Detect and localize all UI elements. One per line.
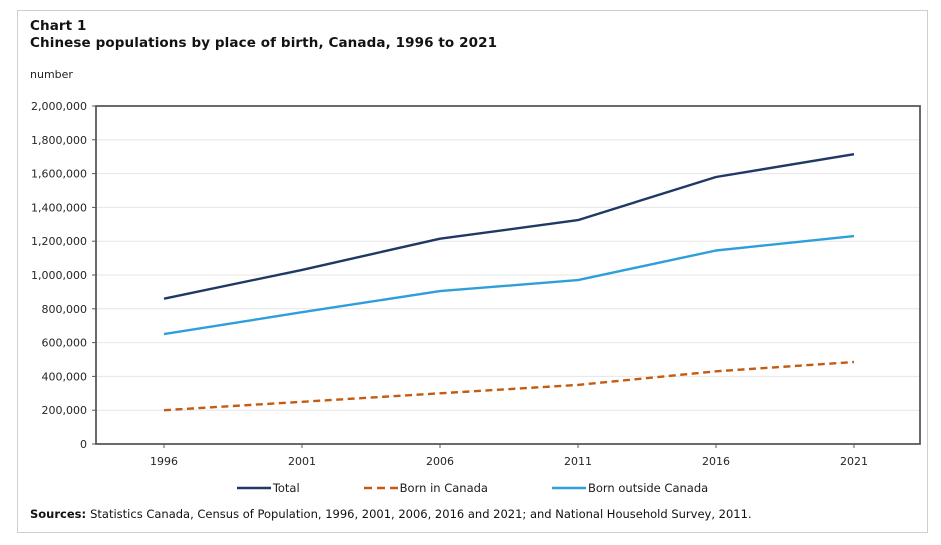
y-tick-label: 800,000	[42, 303, 88, 316]
chart-figure: Chart 1 Chinese populations by place of …	[17, 10, 928, 533]
legend-label: Born outside Canada	[587, 481, 709, 495]
sources-text: Statistics Canada, Census of Population,…	[90, 507, 752, 521]
y-tick-label: 1,200,000	[31, 235, 87, 248]
legend-swatch-born-outside-canada	[551, 486, 586, 490]
y-axis-unit-label: number	[30, 68, 73, 81]
x-tick-label: 2001	[288, 455, 316, 468]
y-tick-label: 600,000	[42, 337, 88, 350]
x-tick-label: 2021	[840, 455, 868, 468]
y-tick-label: 400,000	[42, 370, 88, 383]
legend: Total Born in Canada Born outside Canada	[18, 477, 927, 499]
legend-swatch-born-in-canada	[363, 486, 398, 490]
sources-label: Sources:	[30, 507, 87, 521]
x-tick-label: 2016	[702, 455, 730, 468]
legend-item-born-outside-canada: Born outside Canada	[551, 481, 709, 495]
plot-area-border	[95, 105, 921, 445]
legend-swatch-total	[236, 486, 271, 490]
y-tick-label: 1,600,000	[31, 168, 87, 181]
y-tick-label: 200,000	[42, 404, 88, 417]
chart-title: Chinese populations by place of birth, C…	[30, 35, 498, 51]
y-tick-label: 1,000,000	[31, 269, 87, 282]
x-tick-label: 2011	[564, 455, 592, 468]
y-tick-label: 1,400,000	[31, 201, 87, 214]
y-tick-label: 2,000,000	[31, 100, 87, 113]
series-line-total	[163, 153, 855, 300]
legend-label: Born in Canada	[399, 481, 488, 495]
legend-item-born-in-canada: Born in Canada	[363, 481, 488, 495]
title-block: Chart 1 Chinese populations by place of …	[30, 18, 497, 52]
sources-note: Sources: Statistics Canada, Census of Pop…	[30, 507, 752, 521]
x-tick-label: 2006	[426, 455, 454, 468]
series-line-born-outside-canada	[163, 234, 855, 336]
legend-label: Total	[272, 481, 300, 495]
y-tick-label: 1,800,000	[31, 134, 87, 147]
chart-number-label: Chart 1	[30, 18, 87, 34]
y-tick-label: 0	[80, 438, 87, 451]
series-line-born-in-canada	[163, 360, 855, 412]
legend-item-total: Total	[236, 481, 300, 495]
line-chart: 0 200,000 400,000 600,000 800,000 1,000,000 1,…	[31, 100, 921, 468]
x-tick-label: 1996	[150, 455, 178, 468]
